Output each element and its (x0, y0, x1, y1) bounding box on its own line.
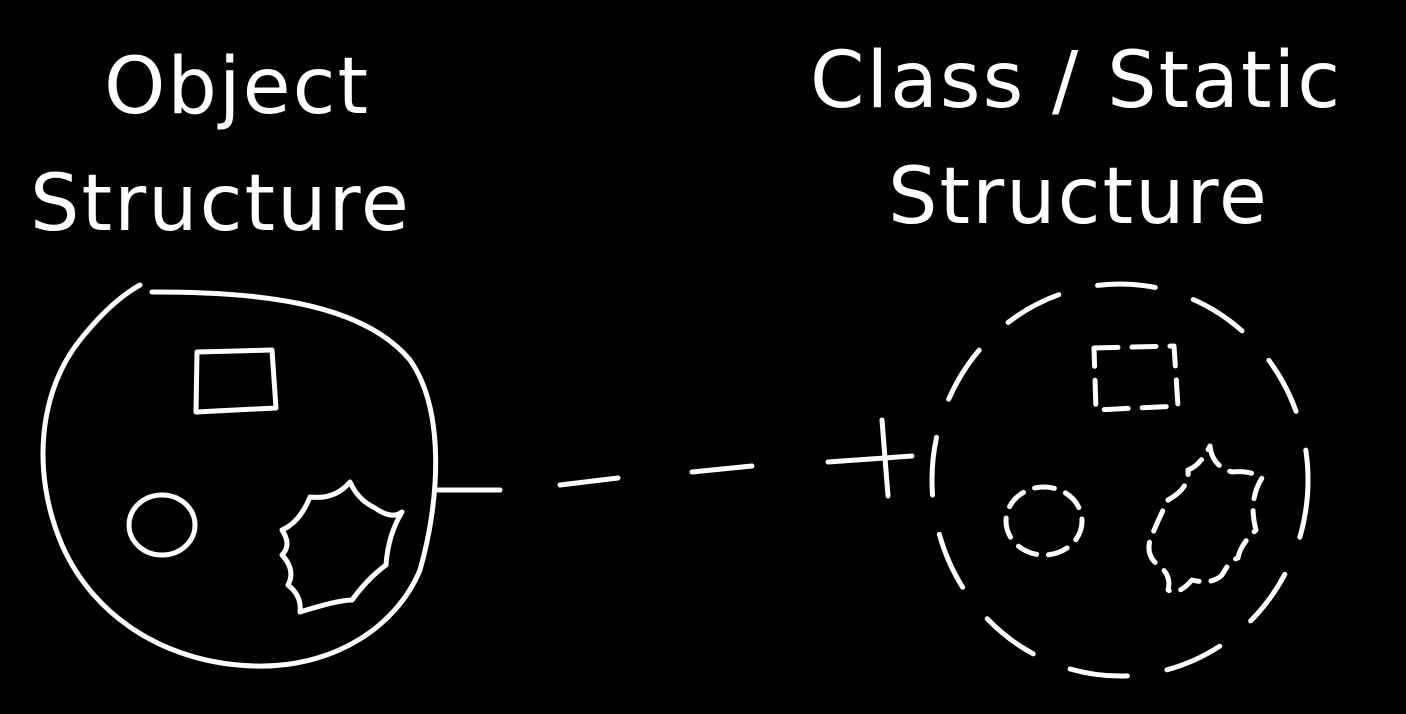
class-star (1146, 443, 1265, 595)
object-boundary (40, 282, 439, 669)
connector-dash-2 (689, 463, 755, 475)
object-title-line1: Object (104, 42, 371, 132)
class-title-line2: Structure (888, 152, 1269, 242)
class-circle (1003, 484, 1085, 558)
object-rectangle (193, 347, 279, 415)
class-rectangle (1091, 343, 1181, 413)
connector-tick (879, 417, 891, 499)
connector-dash-3 (825, 453, 915, 465)
object-circle (126, 492, 198, 558)
object-star (279, 479, 405, 615)
class-title-line1: Class / Static (810, 36, 1343, 126)
object-title-line2: Structure (30, 159, 411, 249)
connector-dash-1 (557, 475, 621, 488)
class-boundary (929, 281, 1311, 679)
